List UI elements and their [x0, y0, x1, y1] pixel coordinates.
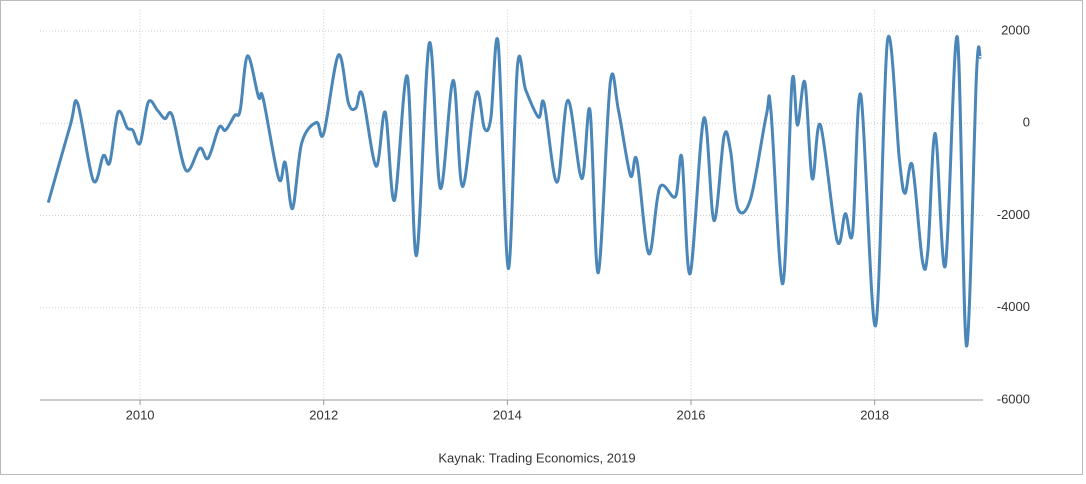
- y-tick-label: -6000: [997, 391, 1030, 406]
- y-tick-label: -2000: [997, 207, 1030, 222]
- x-tick-label: 2016: [677, 407, 706, 422]
- line: [46, 35, 982, 348]
- x-tick-label: 2010: [126, 407, 155, 422]
- y-tick-label: 2000: [1001, 22, 1030, 37]
- x-tick-label: 2014: [493, 407, 522, 422]
- source: Kaynak: Trading Economics, 2019: [438, 450, 635, 465]
- y-tick-label: 0: [1023, 115, 1030, 130]
- frame: [0, 0, 1083, 475]
- x-tick-label: 2018: [860, 407, 889, 422]
- x-tick-label: 2012: [309, 407, 338, 422]
- y-tick-label: -4000: [997, 299, 1030, 314]
